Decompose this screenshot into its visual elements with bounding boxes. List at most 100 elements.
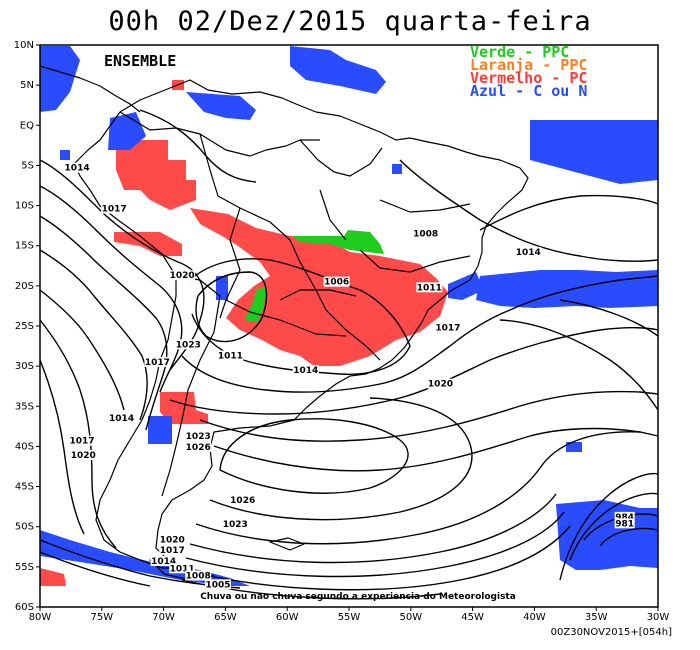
isobar-label-bg	[292, 364, 319, 375]
isobar-ne-2	[479, 194, 659, 231]
isobar-label: 1008	[186, 571, 211, 581]
central-america	[39, 65, 141, 113]
isobar-1011-low	[195, 271, 268, 343]
isobar-label: 981	[615, 519, 634, 529]
isobar-1014-central	[189, 258, 411, 375]
isobar-west-ocean-4	[39, 551, 151, 587]
isobar-label-bg	[222, 519, 249, 530]
isobar-label: 1026	[186, 443, 211, 453]
lat-label: 45S	[15, 482, 34, 493]
run-timestamp: 00Z30NOV2015+[054h]	[550, 627, 672, 638]
isobar-label: 1005	[205, 580, 230, 590]
longitude-axis: 80W 75W 70W 65W 60W 55W 50W 45W 40W 35W 30W	[29, 607, 670, 623]
isobar-label: 1023	[176, 340, 201, 350]
isobar-label: 1020	[160, 535, 185, 545]
lon-label: 40W	[523, 612, 546, 623]
lat-label: 25S	[15, 321, 34, 332]
lat-label: 10N	[14, 40, 34, 51]
lon-label: 80W	[29, 612, 52, 623]
lon-label: 30W	[647, 612, 670, 623]
isobar-east-1	[499, 319, 659, 411]
isobar-north	[139, 109, 257, 183]
isobar-1011-far-south	[183, 525, 571, 591]
country-borders	[119, 111, 471, 497]
isobar-label-bg	[159, 544, 186, 555]
isobar-label: 1017	[69, 437, 94, 447]
green-area-goias	[292, 230, 384, 254]
isobar-label-bg	[185, 430, 212, 441]
isobar-1020-south	[195, 431, 641, 545]
isobar-label: 1014	[65, 164, 90, 174]
lon-label: 55W	[338, 612, 361, 623]
red-area-amazon-west	[116, 140, 196, 210]
isobar-label: 1017	[102, 205, 127, 215]
legend-entry: Laranja - PPC	[470, 56, 587, 74]
blue-area-west-top	[40, 46, 80, 112]
isobar-1014-west	[39, 159, 205, 371]
lon-label: 65W	[214, 612, 237, 623]
isobar-label: 1026	[230, 496, 255, 506]
isobar-label: 1011	[218, 352, 243, 362]
blue-area-venezuela	[186, 92, 256, 120]
isobar-label-bg	[185, 442, 212, 453]
blue-area-atlantic-ne	[530, 120, 658, 184]
isobar-label: 1017	[435, 323, 460, 333]
blue-area-rio	[448, 272, 484, 300]
isobar-label-bg	[108, 413, 135, 424]
isobar-label: 1017	[160, 546, 185, 556]
isobar-label-bg	[159, 534, 186, 545]
isobar-label: 984	[615, 513, 634, 523]
lat-label: 10S	[15, 201, 34, 212]
blue-area-small-2	[566, 442, 582, 452]
red-area-peru	[114, 232, 182, 256]
falklands	[269, 537, 305, 551]
isobar-label-bg	[229, 495, 256, 506]
isobar-1017-west	[39, 185, 183, 393]
isobar-label-bg	[101, 203, 128, 214]
red-area-central-brazil	[190, 208, 448, 366]
lat-label: 20S	[15, 281, 34, 292]
isobar-label-bg	[150, 556, 177, 567]
isobar-1017-south	[181, 275, 659, 393]
isobar-label: 1014	[293, 366, 318, 376]
isobar-label: 1020	[428, 380, 453, 390]
cyclone-ring-2	[599, 527, 659, 547]
isobar-west-ocean-1	[39, 319, 117, 549]
isobar-label-bg	[515, 246, 542, 257]
isobar-label: 1011	[170, 564, 195, 574]
isobar-label-bg	[169, 563, 196, 574]
forecast-areas	[40, 46, 658, 586]
isobar-label-bg	[614, 518, 635, 529]
isobar-label: 1023	[223, 520, 248, 530]
isobar-label-bg	[434, 322, 461, 333]
isobar-label-bg	[217, 350, 244, 361]
lon-label: 35W	[585, 612, 608, 623]
lat-label: 15S	[15, 241, 34, 252]
red-area	[40, 80, 448, 586]
map-title: 00h 02/Dez/2015 quarta-feira	[108, 6, 592, 37]
lon-label: 45W	[461, 612, 484, 623]
bottom-note: Chuva ou nao chuva segundo a experiencia…	[200, 592, 516, 602]
ensemble-label: ENSEMBLE	[104, 52, 176, 70]
isobar-label-bg	[614, 511, 635, 522]
isobar-label-bg	[169, 270, 196, 281]
isobar-label-bg	[175, 339, 202, 350]
isobar-label: 1023	[186, 432, 211, 442]
continent-outline	[39, 65, 529, 581]
lon-label: 75W	[90, 612, 113, 623]
isobar-label: 1006	[324, 278, 349, 288]
blue-area-chile-sea	[148, 416, 172, 444]
isobar-label-bg	[70, 450, 97, 461]
latitude-axis: 10N 5N EQ 5S 10S 15S 20S 25S 30S 35S 40S 45S 50S 55S 6…	[14, 40, 40, 613]
lon-label: 60W	[276, 612, 299, 623]
isobar-label-bg	[323, 276, 350, 287]
lat-label: 35S	[15, 401, 34, 412]
isobar-label-bg	[204, 579, 231, 590]
red-area-bottom-left	[40, 568, 66, 586]
isobar-1026-high	[219, 418, 409, 494]
isobar-1023-east	[199, 390, 659, 442]
lat-label: 5S	[21, 160, 34, 171]
lon-label: 70W	[152, 612, 175, 623]
